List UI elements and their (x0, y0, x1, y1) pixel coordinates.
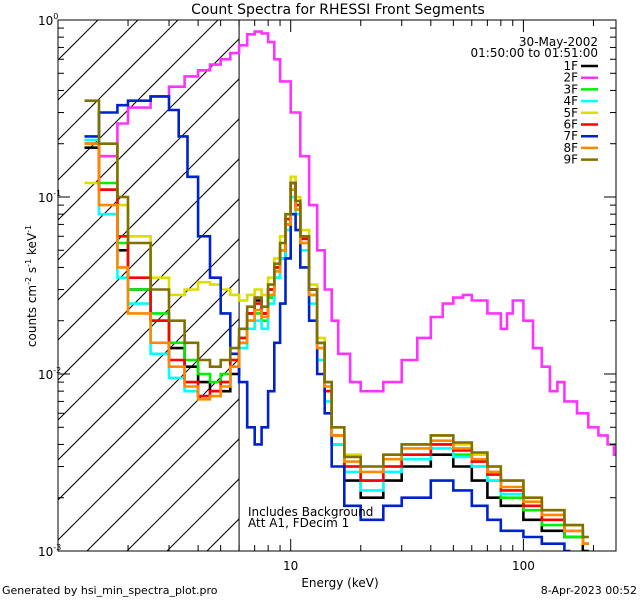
x-tick-label: 10 (283, 559, 298, 573)
chart-title: Count Spectra for RHESSI Front Segments (191, 2, 485, 18)
footer-generated-by: Generated by hsi_min_spectra_plot.pro (2, 584, 218, 597)
series-line-7f (84, 95, 571, 551)
hatch-line (58, 20, 139, 101)
time-range-label: 01:50:00 to 01:51:00 (471, 46, 598, 60)
hatch-line (58, 238, 240, 421)
y-tick-label: 10-1 (38, 189, 61, 205)
annotation-background: Includes Background (248, 505, 373, 519)
plot-frame (57, 19, 617, 552)
annotation-attenuator: Att A1, FDecim 1 (248, 516, 349, 530)
footer-timestamp: 8-Apr-2023 00:52 (541, 584, 637, 597)
legend-label-3f: 3F (563, 82, 578, 96)
y-tick-label: 10-2 (38, 366, 61, 382)
hatch-line (58, 20, 179, 141)
legend-label-2f: 2F (563, 71, 578, 85)
axis-ticks (57, 20, 616, 552)
series-line-4f (84, 138, 589, 545)
legend-label-8f: 8F (563, 141, 578, 155)
legend-label-9f: 9F (563, 153, 578, 167)
x-tick-labels: 10 100 (283, 559, 535, 573)
hatch-line (58, 118, 240, 301)
series-line-8f (84, 142, 589, 545)
series-line-5f (84, 142, 589, 539)
hatch-line (58, 318, 240, 501)
hatch-line (86, 398, 240, 551)
series-line-9f (84, 99, 589, 539)
legend-label-7f: 7F (563, 129, 578, 143)
hatch-line (247, 20, 640, 551)
hatch-line (58, 20, 99, 61)
hatch-line (58, 158, 240, 341)
x-tick-label: 100 (512, 559, 535, 573)
hatch-line (58, 198, 240, 381)
series-layer (84, 30, 616, 551)
legend-label-1f: 1F (563, 59, 578, 73)
legend-label-5f: 5F (563, 106, 578, 120)
y-axis-label: counts cm-2 s-1 keV-1 (24, 225, 39, 347)
hatch-line (58, 78, 240, 261)
date-label: 30-May-2002 (519, 35, 598, 49)
x-axis-label: Energy (keV) (301, 576, 378, 590)
hatch-line (58, 278, 240, 461)
y-tick-label: 10-3 (38, 543, 61, 559)
y-tick-label: 100 (38, 12, 58, 28)
legend-label-6f: 6F (563, 118, 578, 132)
hatch-line (58, 358, 240, 541)
legend-label-4f: 4F (563, 94, 578, 108)
hatch-line (126, 438, 240, 551)
y-tick-labels: 100 10-1 10-2 10-3 (38, 12, 61, 559)
series-line-2f (84, 30, 616, 456)
